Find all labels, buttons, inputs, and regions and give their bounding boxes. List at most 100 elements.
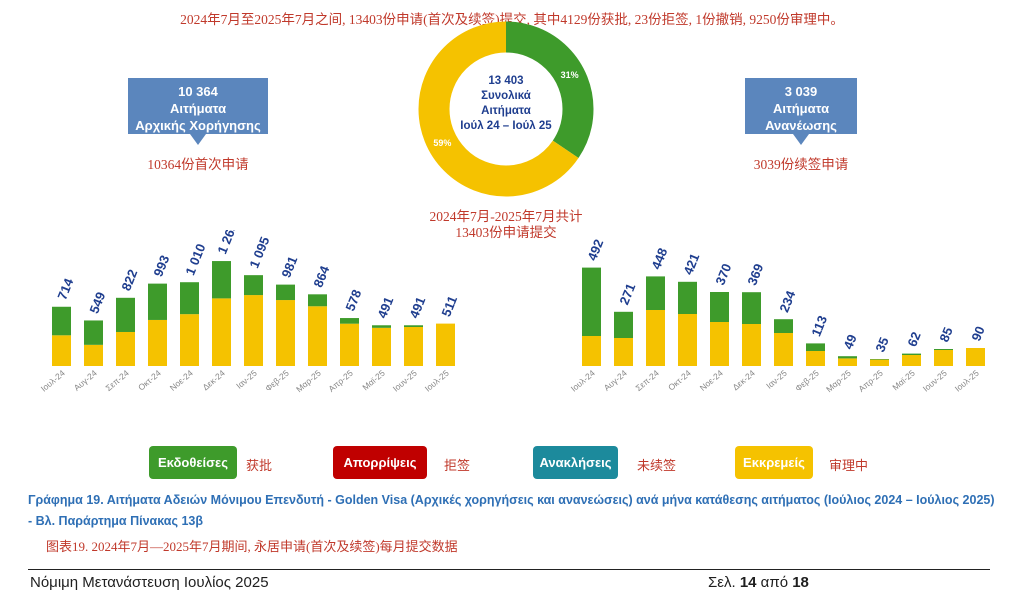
renewal-category-label-1: Αυγ-24 (602, 368, 629, 393)
donut-period: Ιούλ 24 – Ιούλ 25 (460, 120, 552, 132)
initial-value-label-3: 993 (150, 253, 172, 279)
donut-center-label: 13 403 Συνολικά Αιτήματα Ιούλ 24 – Ιούλ … (446, 74, 566, 134)
initial-bar-issued-6 (244, 275, 263, 296)
initial-value-label-0: 714 (54, 275, 76, 301)
renewal-bar-pending-3 (678, 314, 697, 366)
callout-line2: Αρχικής Χορήγησης (135, 118, 261, 133)
initial-bar-issued-9 (340, 318, 359, 324)
initial-requests-note: 10364份首次申请 (147, 157, 249, 172)
donut-note: 2024年7月-2025年7月共计 13403份申请提交 (406, 209, 606, 241)
initial-category-label-6: Ιαν-25 (234, 368, 259, 391)
renewal-requests-callout: 3 039 Αιτήματα Ανανέωσης (745, 78, 857, 146)
donut-chart: 31% 59% (418, 21, 594, 197)
renewal-value-label-8: 49 (840, 332, 859, 351)
renewal-category-label-10: Μαϊ-25 (890, 368, 917, 393)
initial-value-label-10: 491 (374, 295, 396, 321)
renewal-value-label-3: 421 (680, 251, 702, 277)
callout-number: 3 039 (784, 84, 818, 99)
initial-bar-issued-10 (372, 325, 391, 328)
initial-bar-pending-4 (180, 314, 199, 366)
donut-note-line2: 13403份申请提交 (455, 225, 557, 240)
initial-bar-issued-11 (404, 325, 423, 328)
renewal-category-label-3: Οκτ-24 (666, 368, 693, 393)
initial-bar-issued-7 (276, 284, 295, 301)
initial-value-label-5: 1 265 (214, 230, 240, 256)
renewal-bar-pending-8 (838, 358, 857, 366)
initial-bar-pending-0 (52, 335, 71, 366)
initial-category-label-1: Αυγ-24 (72, 368, 99, 393)
initial-category-label-10: Μαϊ-25 (360, 368, 387, 393)
renewal-bar-pending-10 (902, 355, 921, 366)
renewal-bar-issued-9 (870, 359, 889, 360)
donut-line2: Συνολικά (481, 90, 531, 102)
initial-value-label-4: 1 010 (182, 242, 208, 278)
legend-pending: Εκκρεμείς (735, 446, 813, 479)
renewal-bar-issued-10 (902, 353, 921, 355)
footer-divider (28, 569, 990, 570)
renewal-value-label-12: 90 (968, 324, 987, 343)
renewal-bar-issued-2 (646, 276, 665, 310)
donut-slice-label-0: 31% (561, 70, 579, 80)
renewal-value-label-5: 369 (744, 262, 766, 288)
legend-issued: Εκδοθείσες (149, 446, 237, 479)
renewal-bar-issued-7 (806, 343, 825, 351)
callout-number: 10 364 (178, 84, 218, 99)
initial-value-label-12: 511 (438, 294, 460, 319)
initial-bar-pending-12 (436, 323, 455, 366)
initial-bar-issued-8 (308, 294, 327, 307)
renewal-bar-pending-12 (966, 348, 985, 366)
donut-slice-1 (418, 21, 594, 197)
legend-issued-zh: 获批 (246, 458, 273, 473)
initial-bar-issued-3 (148, 283, 167, 320)
renewal-category-label-5: Δεκ-24 (730, 368, 757, 393)
callout-line1: Αιτήματα (772, 101, 830, 116)
renewal-category-label-11: Ιουν-25 (921, 368, 949, 394)
initial-category-label-5: Δεκ-24 (200, 368, 227, 393)
renewal-category-label-7: Φεβ-25 (793, 368, 821, 394)
initial-bar-issued-0 (52, 306, 71, 336)
callout-line2: Ανανέωσης (765, 118, 837, 133)
initial-category-label-0: Ιουλ-24 (39, 368, 67, 394)
callout-shape (128, 78, 268, 145)
initial-value-label-2: 822 (118, 267, 140, 293)
initial-bar-pending-8 (308, 306, 327, 366)
initial-bar-issued-5 (212, 261, 231, 299)
initial-category-label-4: Νοε-24 (168, 368, 195, 393)
initial-value-label-8: 864 (310, 263, 332, 289)
initial-bar-pending-1 (84, 344, 103, 366)
initial-bar-pending-2 (116, 331, 135, 366)
initial-bar-pending-3 (148, 319, 167, 366)
renewal-value-label-2: 448 (648, 246, 670, 272)
renewal-requests-note: 3039份续签申请 (753, 157, 849, 172)
renewal-bar-issued-11 (934, 349, 953, 350)
initial-category-label-11: Ιουν-25 (391, 368, 419, 394)
renewal-value-label-11: 85 (936, 325, 955, 344)
initial-category-label-3: Οκτ-24 (136, 368, 163, 393)
renewal-category-label-0: Ιουλ-24 (569, 368, 597, 394)
legend-revoked-zh: 未续签 (637, 458, 677, 473)
legend-rejected-zh: 拒签 (444, 458, 471, 473)
renewal-bar-pending-5 (742, 324, 761, 366)
renewal-category-label-6: Ιαν-25 (764, 368, 789, 391)
initial-category-label-12: Ιουλ-25 (423, 368, 451, 394)
legend-pending-zh: 审理中 (829, 458, 869, 473)
renewal-bar-pending-1 (614, 338, 633, 366)
figure-caption-zh: 图表19. 2024年7月—2025年7月期间, 永居申请(首次及续签)每月提交… (46, 539, 458, 554)
renewal-category-label-4: Νοε-24 (698, 368, 725, 393)
renewal-category-label-12: Ιουλ-25 (953, 368, 981, 394)
initial-value-label-7: 981 (278, 254, 300, 280)
renewal-bar-issued-8 (838, 356, 857, 359)
renewal-value-label-10: 62 (904, 330, 923, 349)
footer-title: Νόμιμη Μετανάστευση Ιουλίος 2025 (30, 574, 269, 591)
page-of: από (760, 574, 789, 591)
initial-value-label-11: 491 (406, 295, 428, 321)
initial-category-label-2: Σεπ-24 (104, 368, 131, 393)
figure-caption: Γράφημα 19. Αιτήματα Αδειών Μόνιμου Επεν… (28, 493, 995, 528)
initial-category-label-9: Απρ-25 (326, 368, 355, 394)
renewal-value-label-4: 370 (712, 261, 734, 287)
donut-note-line1: 2024年7月-2025年7月共计 (429, 209, 583, 224)
donut-line3: Αιτήματα (481, 105, 531, 117)
initial-bar-pending-9 (340, 323, 359, 366)
initial-bar-pending-6 (244, 295, 263, 366)
initial-bar-pending-10 (372, 327, 391, 366)
